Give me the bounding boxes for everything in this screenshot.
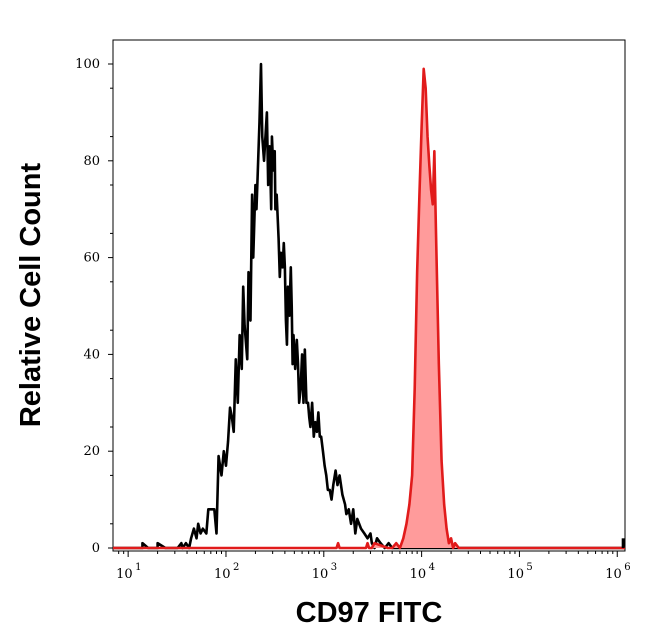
series-line-0 [113,62,625,550]
x-tick-exponent: 3 [331,562,337,573]
x-tick-exponent: 6 [624,562,630,573]
x-tick-exponent: 4 [429,562,435,573]
x-tick-exponent: 5 [526,562,532,573]
y-tick-label: 40 [83,347,100,362]
x-tick-label: 10 [410,567,427,582]
x-tick-label: 10 [605,567,622,582]
x-axis-title: CD97 FITC [296,597,443,629]
y-tick-label: 20 [83,444,100,459]
y-tick-label: 60 [83,251,100,266]
y-axis-title: Relative Cell Count [15,163,47,428]
plot-area [108,39,626,557]
series-layer [113,62,625,550]
y-tick-label: 100 [75,57,100,72]
tick-marks [108,63,618,557]
y-tick-label: 0 [92,541,100,556]
series-line-1 [113,67,625,550]
x-tick-exponent: 1 [135,562,141,573]
x-tick-label: 10 [116,567,133,582]
x-tick-label: 10 [214,567,231,582]
x-tick-exponent: 2 [233,562,239,573]
y-tick-label: 80 [83,154,100,169]
x-tick-label: 10 [507,567,524,582]
plot-frame [112,39,626,552]
x-tick-label: 10 [312,567,329,582]
